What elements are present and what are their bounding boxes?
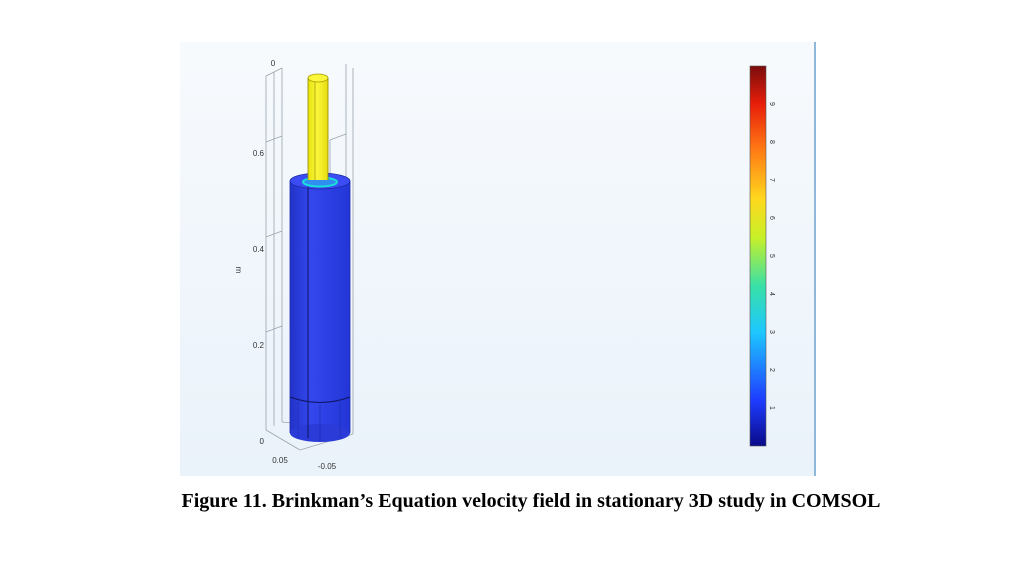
figure-caption: Figure 11. Brinkman’s Equation velocity … bbox=[181, 490, 881, 512]
colorbar-tick-label: 8 bbox=[768, 140, 775, 144]
vertical-tick-label: 0 bbox=[260, 437, 265, 446]
horizontal-tick-label: -0.05 bbox=[318, 462, 337, 471]
axis-unit-label: m bbox=[234, 267, 243, 274]
colorbar-tick-label: 9 bbox=[768, 102, 775, 106]
inner-rod bbox=[307, 73, 329, 180]
vertical-tick-label: 0.4 bbox=[253, 245, 265, 254]
top-tick-label: 0 bbox=[271, 59, 276, 68]
horizontal-tick-label: 0.05 bbox=[272, 456, 288, 465]
axis-labels: 0 0.6 0.4 0.2 0 m 0.05 -0.05 bbox=[234, 59, 337, 471]
colorbar-tick-label: 6 bbox=[768, 216, 775, 220]
colorbar-tick-label: 3 bbox=[768, 330, 775, 334]
colorbar-tick-label: 7 bbox=[768, 178, 775, 182]
colorbar-tick-label: 2 bbox=[768, 368, 775, 372]
outer-cylinder bbox=[289, 172, 351, 442]
colorbar-gradient bbox=[749, 65, 767, 447]
colorbar-tick-label: 4 bbox=[768, 292, 775, 296]
plot-viewport: 0 0.6 0.4 0.2 0 m 0.05 -0.05 1 2 3 4 5 6 7 8 9 bbox=[180, 42, 816, 476]
colorbar-tick-label: 1 bbox=[768, 406, 775, 410]
comsol-3d-plot: 0 0.6 0.4 0.2 0 m 0.05 -0.05 1 2 3 4 5 6 7 8 9 bbox=[234, 59, 775, 471]
colorbar-tick-label: 5 bbox=[768, 254, 775, 258]
vertical-tick-label: 0.6 bbox=[253, 149, 265, 158]
vertical-tick-label: 0.2 bbox=[253, 341, 265, 350]
colorbar-labels: 1 2 3 4 5 6 7 8 9 bbox=[768, 102, 775, 410]
colorbar: 1 2 3 4 5 6 7 8 9 bbox=[749, 65, 775, 447]
